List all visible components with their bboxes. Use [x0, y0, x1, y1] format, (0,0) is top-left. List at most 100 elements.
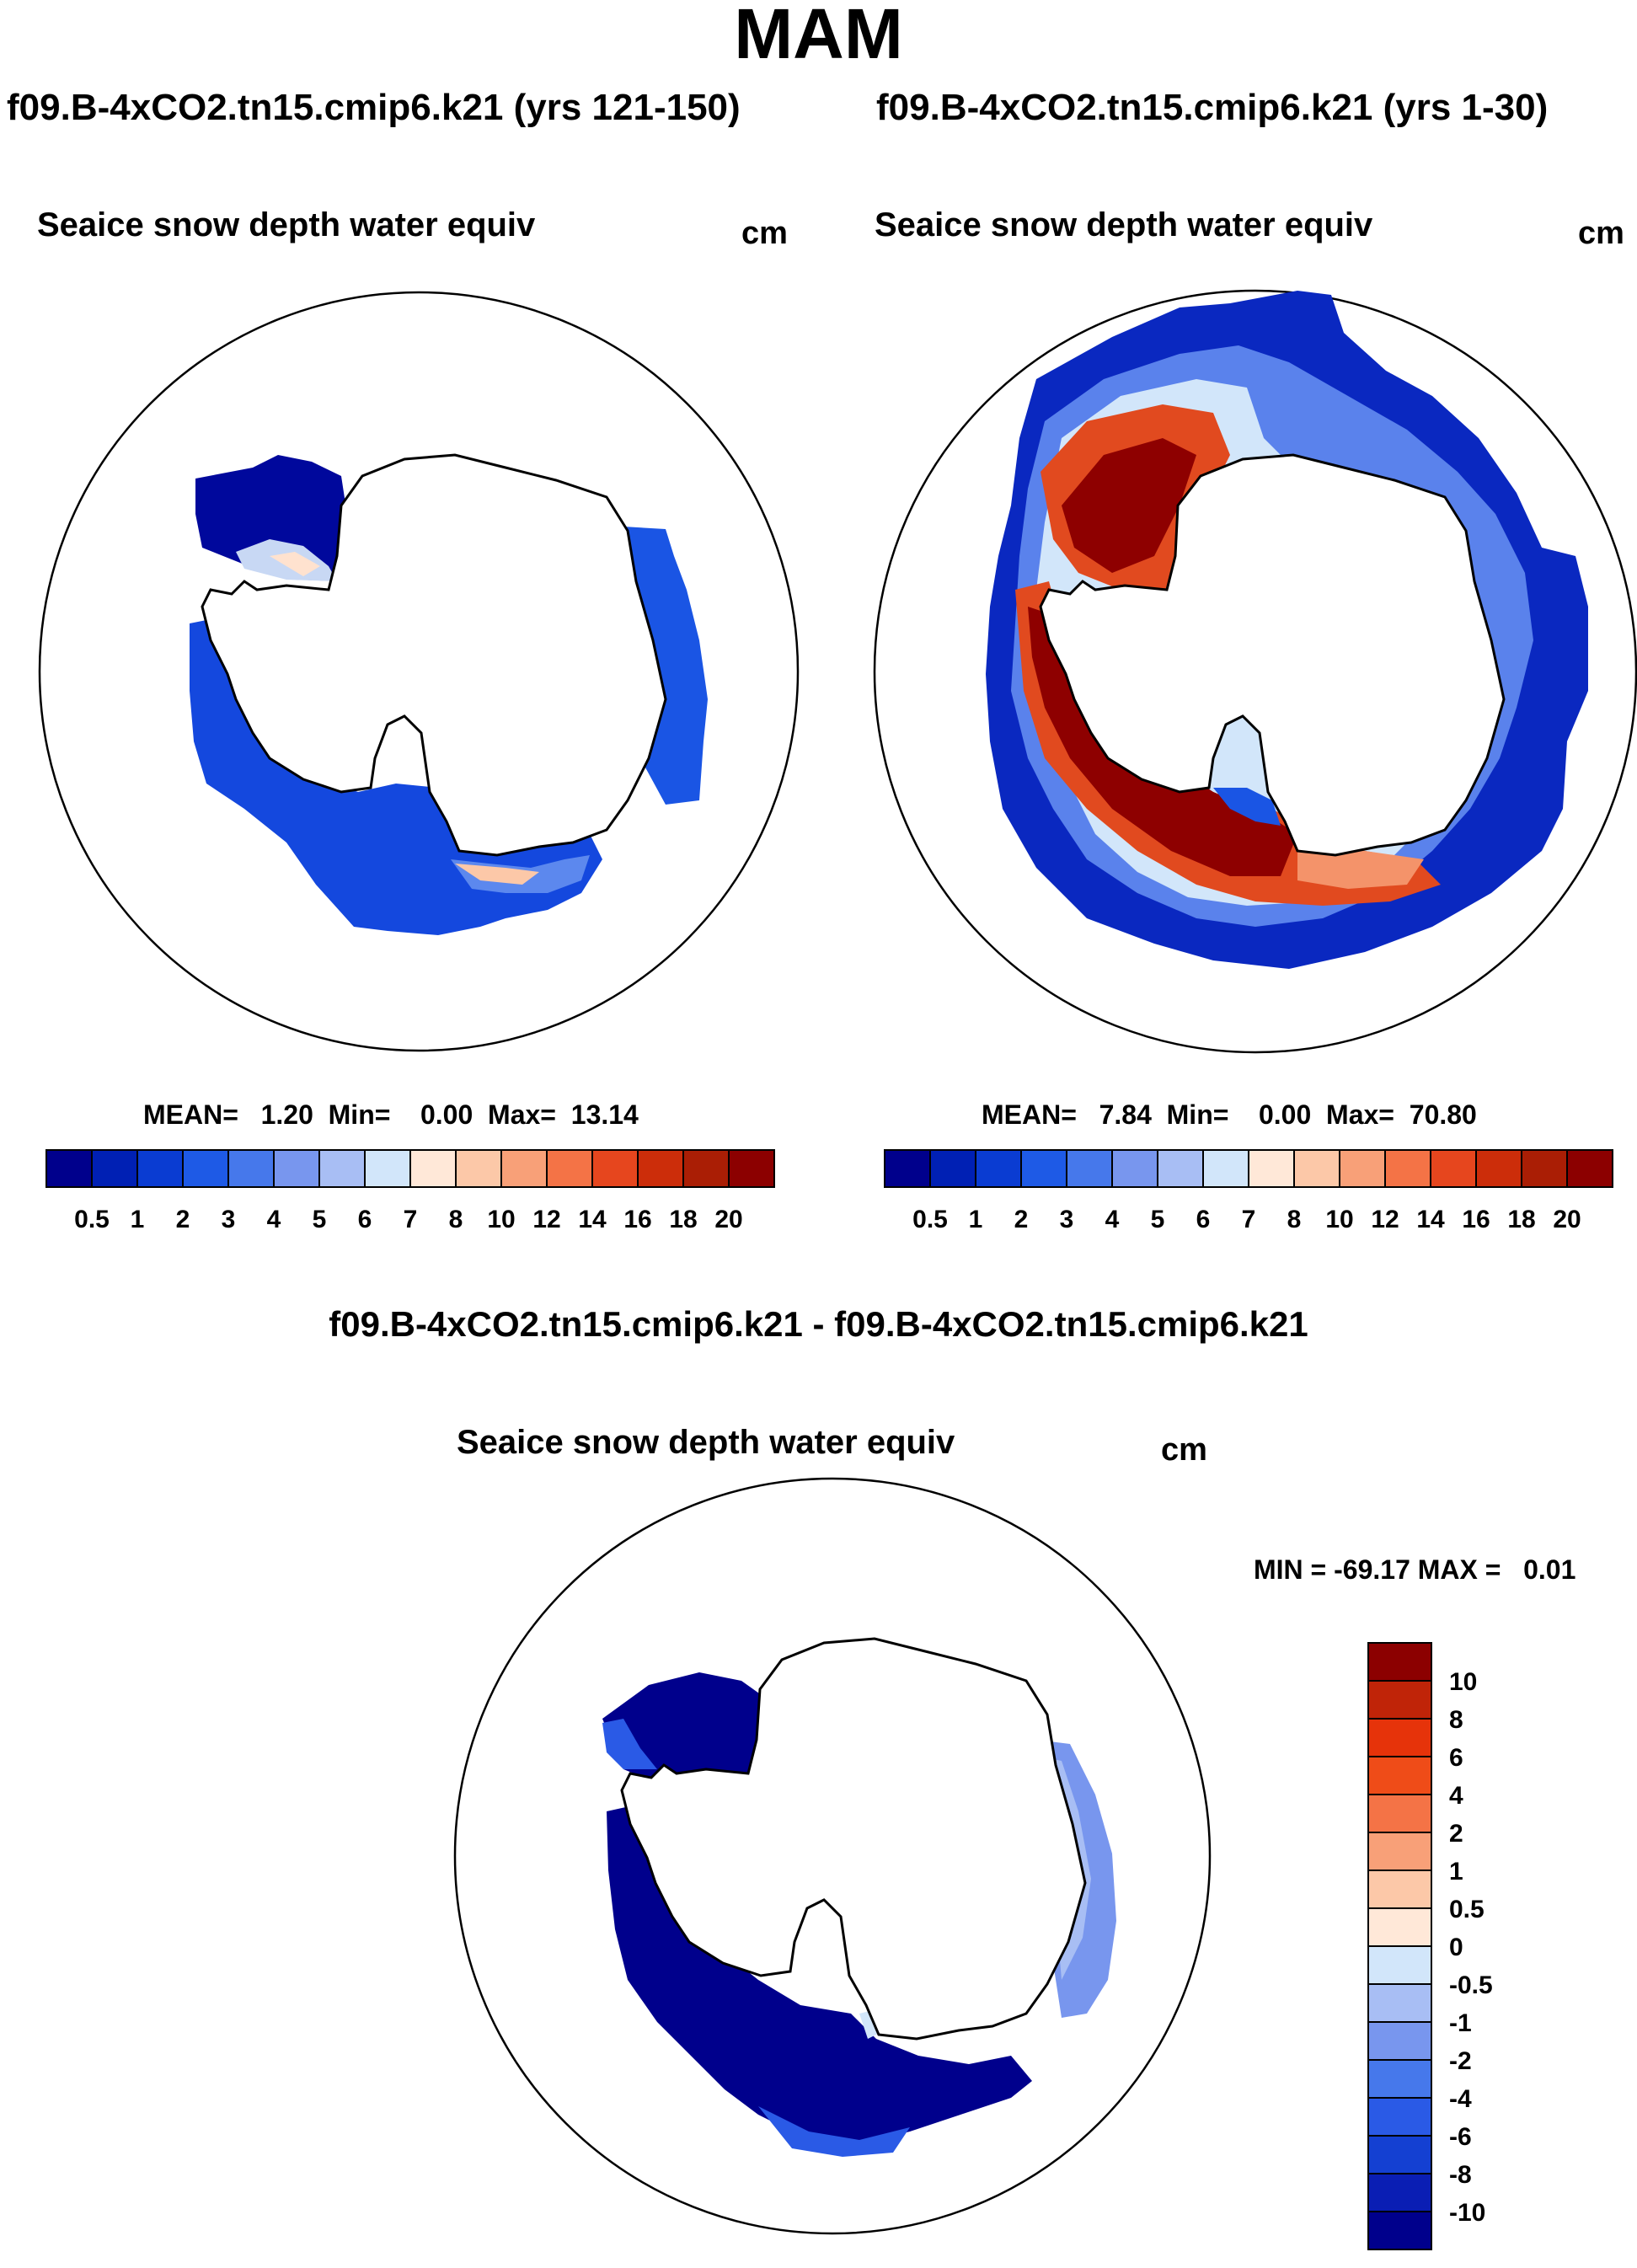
panel1-antarctica-coast — [201, 453, 667, 857]
panel1-colorbar-tick-label: 5 — [313, 1206, 327, 1233]
panel2-colorbar-tick-label: 6 — [1196, 1206, 1211, 1233]
panel3-colorbar-swatch — [1367, 1907, 1432, 1947]
panel3-colorbar-swatch — [1367, 1945, 1432, 1985]
panel2-colorbar-tick-label: 16 — [1462, 1206, 1490, 1233]
panel1-colorbar-swatch — [409, 1149, 457, 1188]
panel2-colorbar-swatch — [1566, 1149, 1613, 1188]
panel2-coastal-blue — [1213, 788, 1281, 826]
panel3-colorbar-tick-label: -4 — [1449, 2085, 1472, 2113]
panel2-colorbar-tick-label: 7 — [1242, 1206, 1256, 1233]
panel3-weddell-diff-edge — [602, 1719, 657, 1769]
panel1-colorbar-tick-label: 14 — [578, 1206, 607, 1233]
panel1-colorbar-swatch — [45, 1149, 93, 1188]
panel2-antarctica-coast — [1039, 453, 1506, 857]
panel1-colorbar-tick-label: 4 — [267, 1206, 281, 1233]
panel3-colorbar-swatch — [1367, 2211, 1432, 2250]
panel3-colorbar-tick-label: -1 — [1449, 2009, 1472, 2037]
panel1-colorbar-tick-label: 7 — [404, 1206, 418, 1233]
panel2-colorbar: 0.5 1 2 3 4 5 6 7 8 10 12 14 16 18 20 — [884, 1149, 1613, 1233]
panel1-map-boundary — [38, 291, 800, 1052]
panel1-colorbar-swatch — [91, 1149, 138, 1188]
panel2-colorbar-swatch — [1066, 1149, 1113, 1188]
panel1-colorbar-swatch — [546, 1149, 593, 1188]
panel1-colorbar-swatch — [637, 1149, 684, 1188]
panel3-colorbar-tick-label: 10 — [1449, 1668, 1477, 1696]
panel1-colorbar-tick-label: 1 — [131, 1206, 145, 1233]
panel3-map-boundary — [453, 1477, 1212, 2235]
panel1-colorbar-tick-label: 18 — [669, 1206, 697, 1233]
panel3-colorbar-tick-label: -8 — [1449, 2161, 1472, 2189]
panel1-colorbar-swatch — [136, 1149, 184, 1188]
panel1-subtitle: f09.B-4xCO2.tn15.cmip6.k21 (yrs 121-150) — [7, 87, 741, 128]
panel3-colorbar-swatch — [1367, 2135, 1432, 2174]
panel1-colorbar-swatch — [591, 1149, 639, 1188]
panel3-colorbar-swatch — [1367, 1756, 1432, 1795]
panel3-colorbar-swatch — [1367, 2021, 1432, 2061]
panel2-colorbar-tick-label: 20 — [1553, 1206, 1581, 1233]
panel3-ross-diff — [607, 1803, 1032, 2144]
panel2-colorbar-tick-label: 8 — [1287, 1206, 1302, 1233]
panel2-colorbar-swatch — [1339, 1149, 1386, 1188]
panel1-colorbar-swatch — [318, 1149, 366, 1188]
panel1-colorbar-swatch — [500, 1149, 548, 1188]
panel3-colorbar-swatch — [1367, 1794, 1432, 1833]
panel2-colorbar-swatch — [975, 1149, 1022, 1188]
panel2-colorbar-swatch — [1475, 1149, 1522, 1188]
panel3-antarctica-coast — [620, 1637, 1087, 2041]
panel3-colorbar-swatch — [1367, 1642, 1432, 1682]
panel1-colorbar-tick-label: 6 — [358, 1206, 372, 1233]
panel3-colorbar-swatch — [1367, 1718, 1432, 1757]
panel2-colorbar-tick-label: 2 — [1014, 1206, 1029, 1233]
panel3-colorbar-tick-label: 6 — [1449, 1744, 1463, 1772]
panel3-colorbar-swatch — [1367, 2059, 1432, 2099]
panel1-colorbar-swatch — [182, 1149, 229, 1188]
panel2-colorbar-tick-label: 10 — [1325, 1206, 1353, 1233]
panel3-variable-label: Seaice snow depth water equiv — [457, 1424, 955, 1461]
panel2-colorbar-swatch — [1384, 1149, 1431, 1188]
panel2-weddell-core — [1062, 438, 1196, 573]
panel2-stats: MEAN= 7.84 Min= 0.00 Max= 70.80 — [982, 1099, 1477, 1130]
panel2-colorbar-swatch — [1293, 1149, 1340, 1188]
panel3-colorbar-tick-label: 2 — [1449, 1820, 1463, 1848]
panel2-colorbar-swatch — [1111, 1149, 1158, 1188]
figure-title: MAM — [734, 0, 903, 73]
panel2-colorbar-tick-label: 5 — [1151, 1206, 1165, 1233]
panel2-colorbar-swatch — [1248, 1149, 1295, 1188]
panel2-colorbar-swatch — [1202, 1149, 1249, 1188]
panel2-colorbar-swatch — [1521, 1149, 1568, 1188]
panel1-weddell-snow — [195, 455, 350, 581]
panel3-colorbar-tick-label: -6 — [1449, 2123, 1472, 2151]
panel3-colorbar-tick-label: -10 — [1449, 2199, 1485, 2227]
panel2-colorbar-tick-label: 0.5 — [912, 1206, 948, 1233]
panel2-colorbar-swatch — [1020, 1149, 1067, 1188]
panel2-subtitle: f09.B-4xCO2.tn15.cmip6.k21 (yrs 1-30) — [876, 87, 1549, 128]
panel1-colorbar-tick-label: 2 — [176, 1206, 190, 1233]
panel3-subtitle: f09.B-4xCO2.tn15.cmip6.k21 - f09.B-4xCO2… — [329, 1304, 1308, 1344]
panel1-units: cm — [741, 216, 788, 251]
panel3-colorbar: 10 8 6 4 2 1 0.5 0 -0.5 -1 -2 -4 -6 -8 -10 — [1367, 1642, 1493, 2250]
panel2-colorbar-swatch — [884, 1149, 931, 1188]
panel1-colorbar: 0.5 1 2 3 4 5 6 7 8 10 12 14 16 18 20 — [45, 1149, 775, 1233]
panel1-colorbar-swatch — [227, 1149, 275, 1188]
panel3-colorbar-tick-label: -2 — [1449, 2047, 1472, 2075]
panel3-colorbar-swatch — [1367, 1680, 1432, 1720]
panel1-stats: MEAN= 1.20 Min= 0.00 Max= 13.14 — [143, 1099, 639, 1130]
panel2-colorbar-tick-label: 1 — [969, 1206, 983, 1233]
panel3-colorbar-tick-label: 1 — [1449, 1858, 1463, 1886]
panel1-colorbar-swatch — [455, 1149, 502, 1188]
panel2-colorbar-tick-label: 18 — [1507, 1206, 1535, 1233]
panel2-colorbar-tick-label: 14 — [1416, 1206, 1445, 1233]
panel2-units: cm — [1578, 216, 1624, 251]
panel1-east-snow — [622, 527, 708, 805]
panel3-colorbar-swatch — [1367, 1983, 1432, 2023]
panel3-colorbar-swatch — [1367, 1869, 1432, 1909]
panel3-colorbar-swatch — [1367, 1832, 1432, 1871]
panel2-colorbar-tick-label: 4 — [1105, 1206, 1120, 1233]
panel1-colorbar-swatch — [273, 1149, 320, 1188]
panel1-ross-snow-warm — [455, 864, 539, 885]
panel1-colorbar-tick-label: 20 — [714, 1206, 742, 1233]
panel1-colorbar-tick-label: 10 — [487, 1206, 515, 1233]
panel2-colorbar-swatch — [1157, 1149, 1204, 1188]
